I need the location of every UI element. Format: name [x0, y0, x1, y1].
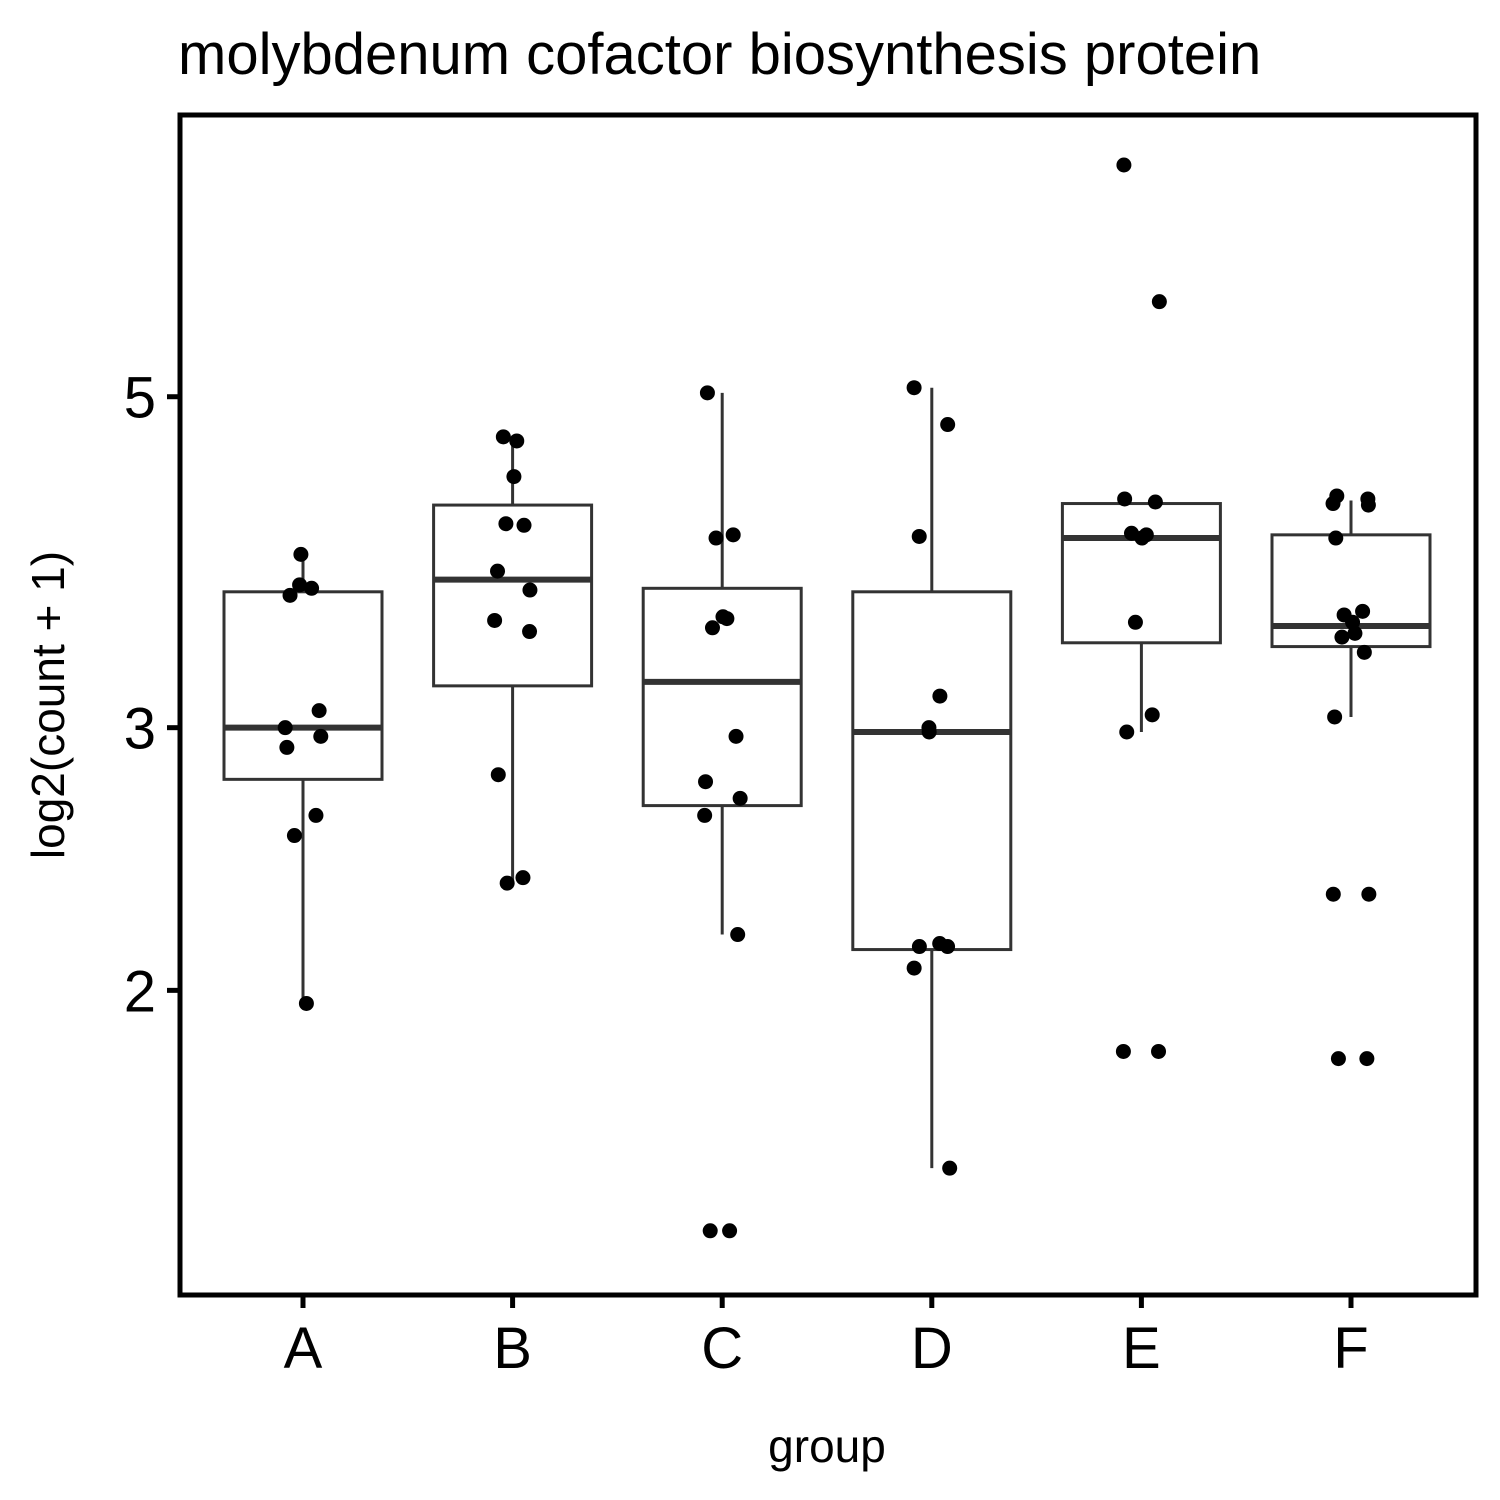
data-point [308, 807, 324, 823]
data-point [725, 527, 741, 543]
data-point [921, 724, 937, 740]
box [641, 586, 803, 808]
data-point [1116, 157, 1132, 173]
box-group-e [1060, 502, 1222, 733]
data-point [1147, 494, 1163, 510]
data-point [1328, 530, 1344, 546]
x-tick-label: C [701, 1316, 743, 1381]
y-tick-label: 2 [124, 959, 156, 1024]
box-group-c [641, 392, 803, 935]
data-point [940, 939, 956, 955]
box-group-b [432, 440, 594, 884]
points-f [1325, 488, 1377, 1067]
data-point [1334, 629, 1350, 645]
data-point [1134, 530, 1150, 546]
box-group-a [222, 557, 384, 1004]
data-point [522, 624, 538, 640]
x-tick-label: F [1333, 1316, 1368, 1381]
data-point [522, 582, 538, 598]
box [432, 503, 594, 688]
data-point [1355, 603, 1371, 619]
x-tick-label: D [911, 1316, 953, 1381]
data-point [292, 577, 308, 593]
data-point [1117, 491, 1133, 507]
data-point [699, 385, 715, 401]
x-axis-title: group [768, 1420, 886, 1472]
data-point [732, 790, 748, 806]
box-group-f [1270, 500, 1432, 717]
data-point [311, 703, 327, 719]
data-point [1151, 294, 1167, 310]
data-point [1144, 707, 1160, 723]
data-point [719, 611, 735, 627]
data-point [1327, 709, 1343, 725]
data-point [698, 774, 714, 790]
y-axis-title: log2(count + 1) [22, 551, 74, 859]
data-point [1360, 497, 1376, 513]
data-point [286, 828, 302, 844]
data-point [1115, 1043, 1131, 1059]
data-point [704, 620, 720, 636]
data-point [515, 870, 531, 886]
data-point [722, 1223, 738, 1239]
data-point [728, 728, 744, 744]
data-point [1151, 1043, 1167, 1059]
data-point [490, 563, 506, 579]
data-point [906, 960, 922, 976]
data-point [911, 528, 927, 544]
data-point [697, 807, 713, 823]
plot-area [222, 157, 1432, 1239]
data-point [277, 720, 293, 736]
data-point [1347, 625, 1363, 641]
data-point [304, 580, 320, 596]
data-point [942, 1160, 958, 1176]
data-point [495, 429, 511, 445]
points-d [906, 380, 958, 1176]
data-point [940, 417, 956, 433]
data-point [1127, 614, 1143, 630]
points-a [277, 546, 329, 1011]
data-point [702, 1223, 718, 1239]
data-point [509, 433, 525, 449]
box [222, 590, 384, 781]
data-point [1361, 886, 1377, 902]
points-c [697, 385, 748, 1239]
y-tick-label: 5 [124, 366, 156, 431]
data-point [1119, 724, 1135, 740]
chart-title: molybdenum cofactor biosynthesis protein [178, 22, 1261, 87]
x-tick-label: A [284, 1316, 323, 1381]
data-point [293, 546, 309, 562]
data-point [730, 927, 746, 943]
data-point [911, 939, 927, 955]
data-point [487, 612, 503, 628]
points-e [1115, 157, 1167, 1059]
data-point [1325, 496, 1341, 512]
data-point [313, 728, 329, 744]
data-point [506, 469, 522, 485]
data-point [282, 587, 298, 603]
data-point [932, 688, 948, 704]
x-tick-label: B [493, 1316, 532, 1381]
data-point [279, 739, 295, 755]
data-point [1356, 644, 1372, 660]
box [851, 590, 1013, 952]
x-tick-label: E [1122, 1316, 1161, 1381]
data-point [516, 517, 532, 533]
data-point [1325, 886, 1341, 902]
points-b [487, 429, 538, 891]
data-point [490, 767, 506, 783]
axes: 2 3 5 A B C D E F [124, 366, 1369, 1381]
data-point [298, 995, 314, 1011]
data-point [1330, 1051, 1346, 1067]
plot-frame [177, 112, 1479, 1298]
y-tick-label: 3 [124, 697, 156, 762]
data-point [1359, 1051, 1375, 1067]
data-point [906, 380, 922, 396]
data-point [708, 530, 724, 546]
box-group-d [851, 387, 1013, 1169]
data-point [498, 516, 514, 532]
data-point [499, 875, 515, 891]
